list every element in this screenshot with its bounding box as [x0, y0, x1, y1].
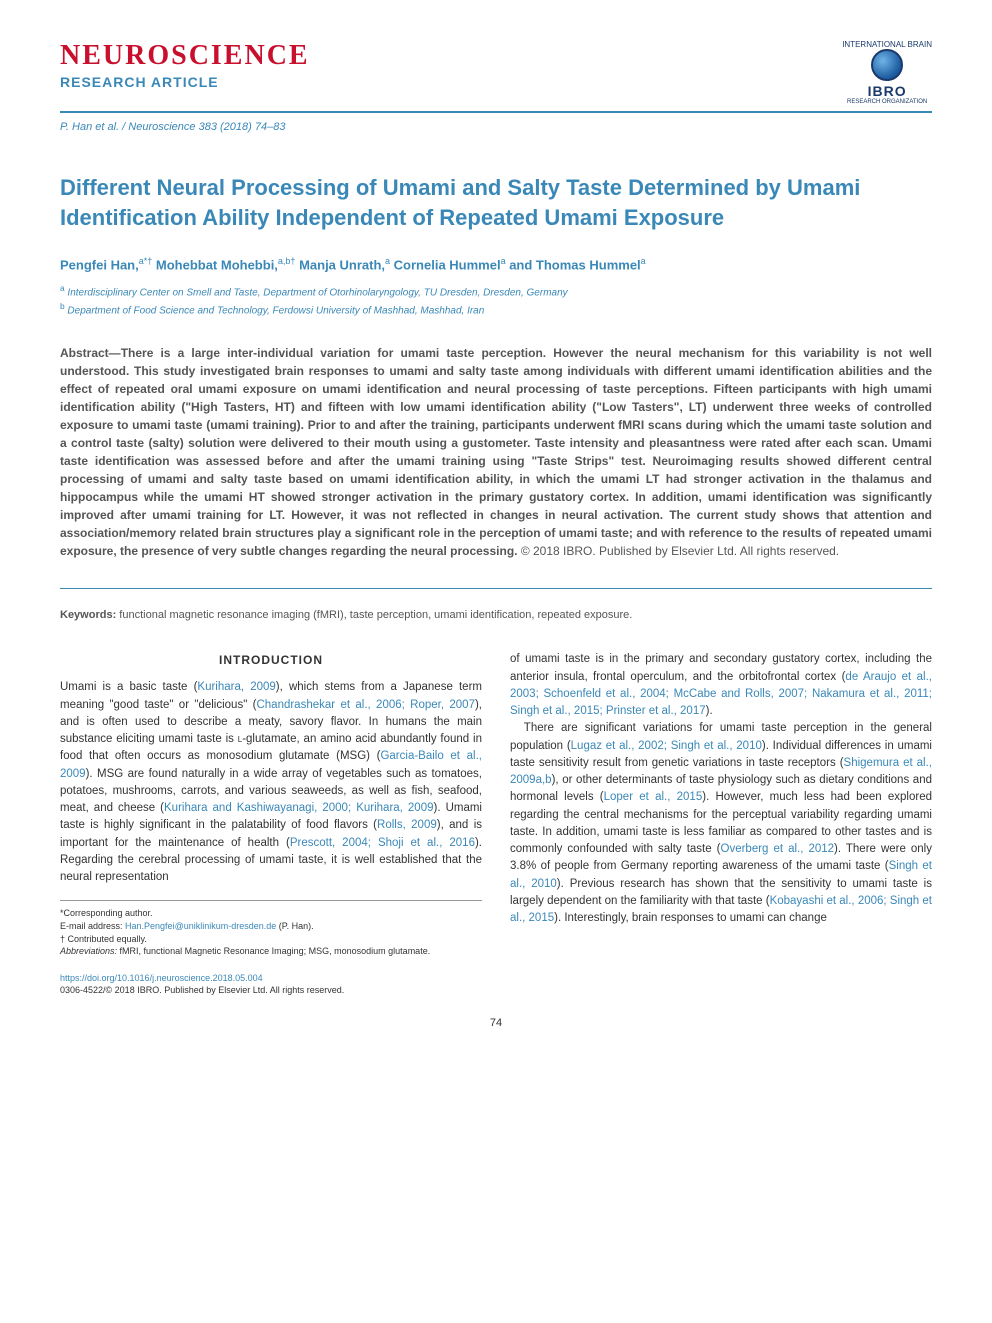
citation-link[interactable]: Rolls, 2009	[377, 819, 437, 831]
email-label: E-mail address:	[60, 921, 125, 931]
running-citation: P. Han et al. / Neuroscience 383 (2018) …	[60, 121, 932, 133]
citation-link[interactable]: Chandrashekar et al., 2006; Roper, 2007	[256, 699, 475, 711]
citation-link[interactable]: Prescott, 2004; Shoji et al., 2016	[290, 837, 475, 849]
intro-paragraph-2: There are significant variations for uma…	[510, 720, 932, 927]
article-type: RESEARCH ARTICLE	[60, 74, 310, 90]
citation-link[interactable]: Overberg et al., 2012	[721, 843, 835, 855]
right-column: of umami taste is in the primary and sec…	[510, 651, 932, 997]
page-header: NEUROSCIENCE RESEARCH ARTICLE INTERNATIO…	[60, 40, 932, 105]
ibro-logo: INTERNATIONAL BRAIN IBRO RESEARCH ORGANI…	[842, 40, 932, 105]
affiliation: b Department of Food Science and Technol…	[60, 301, 932, 316]
affiliations: a Interdisciplinary Center on Smell and …	[60, 283, 932, 317]
abbreviations-text: fMRI, functional Magnetic Resonance Imag…	[117, 946, 430, 956]
journal-name: NEUROSCIENCE	[60, 40, 310, 72]
article-title: Different Neural Processing of Umami and…	[60, 173, 932, 232]
abstract: Abstract—There is a large inter-individu…	[60, 344, 932, 560]
text-run: ).	[706, 705, 713, 717]
page-number: 74	[60, 1017, 932, 1029]
footnotes: *Corresponding author. E-mail address: H…	[60, 900, 482, 957]
text-run: ). Interestingly, brain responses to uma…	[554, 912, 827, 924]
keywords-label: Keywords:	[60, 609, 116, 621]
header-rule	[60, 111, 932, 113]
journal-block: NEUROSCIENCE RESEARCH ARTICLE	[60, 40, 310, 90]
abstract-label: Abstract—	[60, 346, 121, 360]
keywords-text: functional magnetic resonance imaging (f…	[116, 609, 632, 621]
abstract-copyright: © 2018 IBRO. Published by Elsevier Ltd. …	[521, 544, 839, 558]
abstract-body: There is a large inter-individual variat…	[60, 346, 932, 558]
keywords: Keywords: functional magnetic resonance …	[60, 609, 932, 621]
body-columns: INTRODUCTION Umami is a basic taste (Kur…	[60, 651, 932, 997]
citation-link[interactable]: Kurihara, 2009	[197, 681, 275, 693]
abbreviations-label: Abbreviations:	[60, 946, 117, 956]
logo-main-text: IBRO	[868, 83, 907, 99]
doi-link[interactable]: https://doi.org/10.1016/j.neuroscience.2…	[60, 972, 482, 985]
citation-link[interactable]: Loper et al., 2015	[604, 791, 703, 803]
abbreviations-line: Abbreviations: fMRI, functional Magnetic…	[60, 945, 482, 958]
author-list: Pengfei Han,a*† Mohebbat Mohebbi,a,b† Ma…	[60, 256, 932, 272]
introduction-heading: INTRODUCTION	[60, 651, 482, 669]
citation-link[interactable]: Kurihara and Kashiwayanagi, 2000; Kuriha…	[164, 802, 433, 814]
issn-copyright: 0306-4522/© 2018 IBRO. Published by Else…	[60, 984, 482, 997]
corresponding-author-note: *Corresponding author.	[60, 907, 482, 920]
email-line: E-mail address: Han.Pengfei@uniklinikum-…	[60, 920, 482, 933]
intro-paragraph-1: Umami is a basic taste (Kurihara, 2009),…	[60, 679, 482, 886]
email-link[interactable]: Han.Pengfei@uniklinikum-dresden.de	[125, 921, 276, 931]
globe-icon	[871, 49, 903, 81]
citation-link[interactable]: Lugaz et al., 2002; Singh et al., 2010	[571, 740, 762, 752]
doi-block: https://doi.org/10.1016/j.neuroscience.2…	[60, 972, 482, 997]
text-run: Umami is a basic taste (	[60, 681, 197, 693]
intro-paragraph-1-cont: of umami taste is in the primary and sec…	[510, 651, 932, 720]
email-suffix: (P. Han).	[276, 921, 313, 931]
keywords-rule	[60, 588, 932, 589]
logo-top-text: INTERNATIONAL BRAIN	[842, 40, 932, 49]
affiliation: a Interdisciplinary Center on Smell and …	[60, 283, 932, 298]
left-column: INTRODUCTION Umami is a basic taste (Kur…	[60, 651, 482, 997]
contributed-equally-note: † Contributed equally.	[60, 933, 482, 946]
logo-sub-text: RESEARCH ORGANIZATION	[847, 99, 927, 105]
